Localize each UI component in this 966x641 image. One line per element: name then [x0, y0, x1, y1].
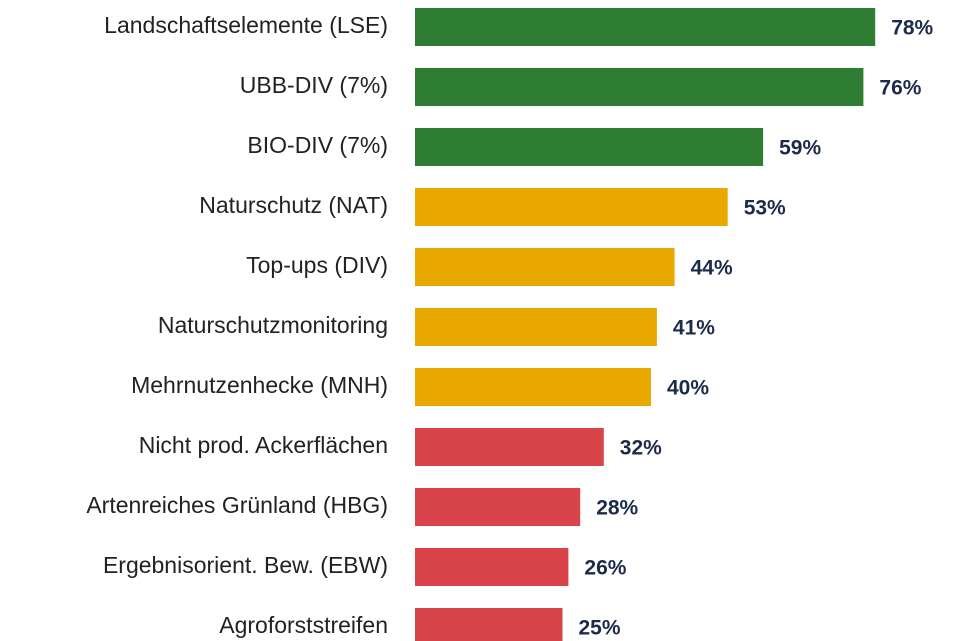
bar — [415, 308, 657, 346]
value-label: 44% — [691, 257, 733, 280]
bar — [415, 428, 604, 466]
category-label: Top-ups (DIV) — [246, 252, 388, 278]
category-label: BIO-DIV (7%) — [247, 132, 388, 158]
category-label: Landschaftselemente (LSE) — [104, 12, 388, 38]
value-label: 41% — [673, 317, 715, 340]
category-label: Mehrnutzenhecke (MNH) — [131, 372, 388, 398]
category-label: Nicht prod. Ackerflächen — [139, 432, 388, 458]
value-label: 40% — [667, 377, 709, 400]
bar — [415, 488, 581, 526]
bar — [415, 188, 728, 226]
category-label: Naturschutzmonitoring — [158, 312, 388, 338]
bar — [415, 608, 563, 641]
value-label: 78% — [891, 17, 933, 40]
bar — [415, 368, 651, 406]
category-label: Artenreiches Grünland (HBG) — [86, 492, 388, 518]
value-label: 53% — [744, 197, 786, 220]
value-label: 25% — [579, 617, 621, 640]
bar — [415, 248, 675, 286]
value-label: 76% — [879, 77, 921, 100]
bar — [415, 68, 864, 106]
category-label: Ergebnisorient. Bew. (EBW) — [103, 552, 388, 578]
bar — [415, 8, 876, 46]
bar — [415, 128, 764, 166]
value-label: 59% — [779, 137, 821, 160]
value-label: 28% — [596, 497, 638, 520]
category-label: UBB-DIV (7%) — [240, 72, 388, 98]
bar — [415, 548, 569, 586]
value-label: 26% — [584, 557, 626, 580]
value-label: 32% — [620, 437, 662, 460]
category-label: Naturschutz (NAT) — [199, 192, 388, 218]
category-label: Agroforststreifen — [219, 612, 388, 638]
